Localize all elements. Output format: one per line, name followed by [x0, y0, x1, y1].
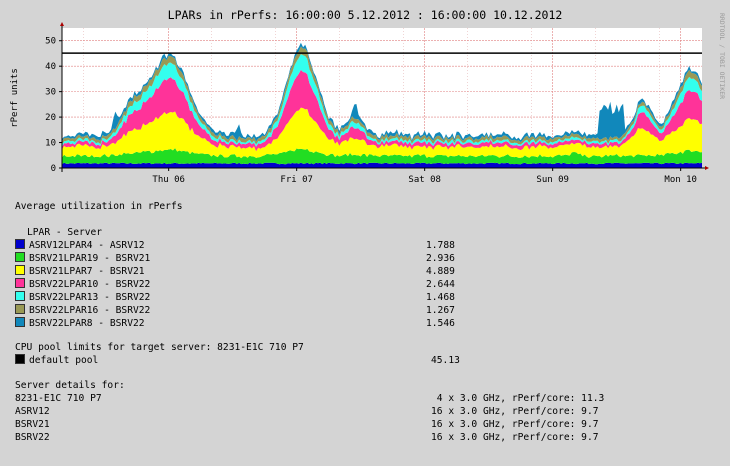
y-tick-label: 0 — [51, 164, 56, 174]
pool-heading: CPU pool limits for target server: 8231-… — [15, 342, 304, 353]
legend-label: BSRV21LPAR7 - BSRV21 — [29, 266, 145, 277]
server-spec: 4 x 3.0 GHz, rPerf/core: 11.3 — [431, 393, 605, 404]
y-tick-label: 30 — [45, 88, 56, 98]
average-heading: Average utilization in rPerfs — [15, 201, 183, 212]
legend-label: BSRV22LPAR16 - BSRV22 — [29, 305, 151, 316]
legend-swatch — [15, 291, 25, 301]
server-name: BSRV22 — [15, 432, 50, 443]
y-tick-label: 40 — [45, 62, 56, 72]
legend-average: 2.644 — [426, 279, 455, 290]
legend-average: 1.788 — [426, 240, 455, 251]
pool-legend-item: default pool — [15, 354, 98, 367]
legend-swatch — [15, 265, 25, 275]
y-tick-label: 50 — [45, 37, 56, 47]
legend-swatch — [15, 317, 25, 327]
x-tick-label: Mon 10 — [664, 175, 697, 185]
pool-swatch — [15, 354, 25, 364]
legend-label: BSRV22LPAR13 - BSRV22 — [29, 292, 151, 303]
series-area-7 — [62, 42, 702, 143]
legend-label: BSRV21LPAR19 - BSRV21 — [29, 253, 151, 264]
legend-average: 1.468 — [426, 292, 455, 303]
y-axis-label: rPerf units — [10, 68, 20, 128]
legend-average: 4.889 — [426, 266, 455, 277]
pool-value: 45.13 — [431, 355, 460, 366]
legend-swatch — [15, 239, 25, 249]
legend-swatch — [15, 304, 25, 314]
server-details-heading: Server details for: — [15, 380, 125, 391]
legend-header: LPAR - Server — [27, 227, 103, 238]
legend-label: ASRV12LPAR4 - ASRV12 — [29, 240, 145, 251]
stacked-areas — [62, 42, 702, 168]
legend-item: BSRV22LPAR13 - BSRV22 — [15, 291, 150, 304]
series-area-1 — [62, 162, 702, 168]
x-tick-label: Fri 07 — [280, 175, 313, 185]
server-spec: 16 x 3.0 GHz, rPerf/core: 9.7 — [431, 432, 599, 443]
server-spec: 16 x 3.0 GHz, rPerf/core: 9.7 — [431, 419, 599, 430]
x-axis-arrow — [705, 166, 709, 170]
legend-average: 1.546 — [426, 318, 455, 329]
legend-item: BSRV22LPAR16 - BSRV22 — [15, 304, 150, 317]
x-tick-label: Sat 08 — [408, 175, 441, 185]
legend-item: ASRV12LPAR4 - ASRV12 — [15, 239, 145, 252]
legend-swatch — [15, 252, 25, 262]
y-tick-label: 20 — [45, 113, 56, 123]
rrdtool-credit: RRDTOOL / TOBI OETIKER — [718, 13, 726, 99]
x-tick-label: Sun 09 — [536, 175, 569, 185]
legend-item: BSRV22LPAR8 - BSRV22 — [15, 317, 145, 330]
x-tick-label: Thu 06 — [152, 175, 185, 185]
legend-swatch — [15, 278, 25, 288]
y-axis-arrow — [60, 22, 64, 26]
legend-average: 1.267 — [426, 305, 455, 316]
server-name: BSRV21 — [15, 419, 50, 430]
legend-item: BSRV22LPAR10 - BSRV22 — [15, 278, 150, 291]
pool-name: default pool — [29, 355, 99, 366]
server-spec: 16 x 3.0 GHz, rPerf/core: 9.7 — [431, 406, 599, 417]
axes: 0 10 20 30 40 50 Thu 06 Fri 07 Sat 08 Sun 09 Mon 1… — [45, 22, 709, 185]
server-name: ASRV12 — [15, 406, 50, 417]
legend-label: BSRV22LPAR8 - BSRV22 — [29, 318, 145, 329]
legend-label: BSRV22LPAR10 - BSRV22 — [29, 279, 151, 290]
legend-item: BSRV21LPAR19 - BSRV21 — [15, 252, 150, 265]
chart-title: LPARs in rPerfs: 16:00:00 5.12.2012 : 16… — [168, 8, 563, 22]
utilization-chart: 0 10 20 30 40 50 Thu 06 Fri 07 Sat 08 Sun 09 Mon 1… — [10, 8, 726, 185]
legend-item: BSRV21LPAR7 - BSRV21 — [15, 265, 145, 278]
y-tick-label: 10 — [45, 139, 56, 149]
series-area-2 — [62, 148, 702, 165]
series-area-3 — [62, 107, 702, 159]
legend-average: 2.936 — [426, 253, 455, 264]
server-name: 8231-E1C 710 P7 — [15, 393, 102, 404]
